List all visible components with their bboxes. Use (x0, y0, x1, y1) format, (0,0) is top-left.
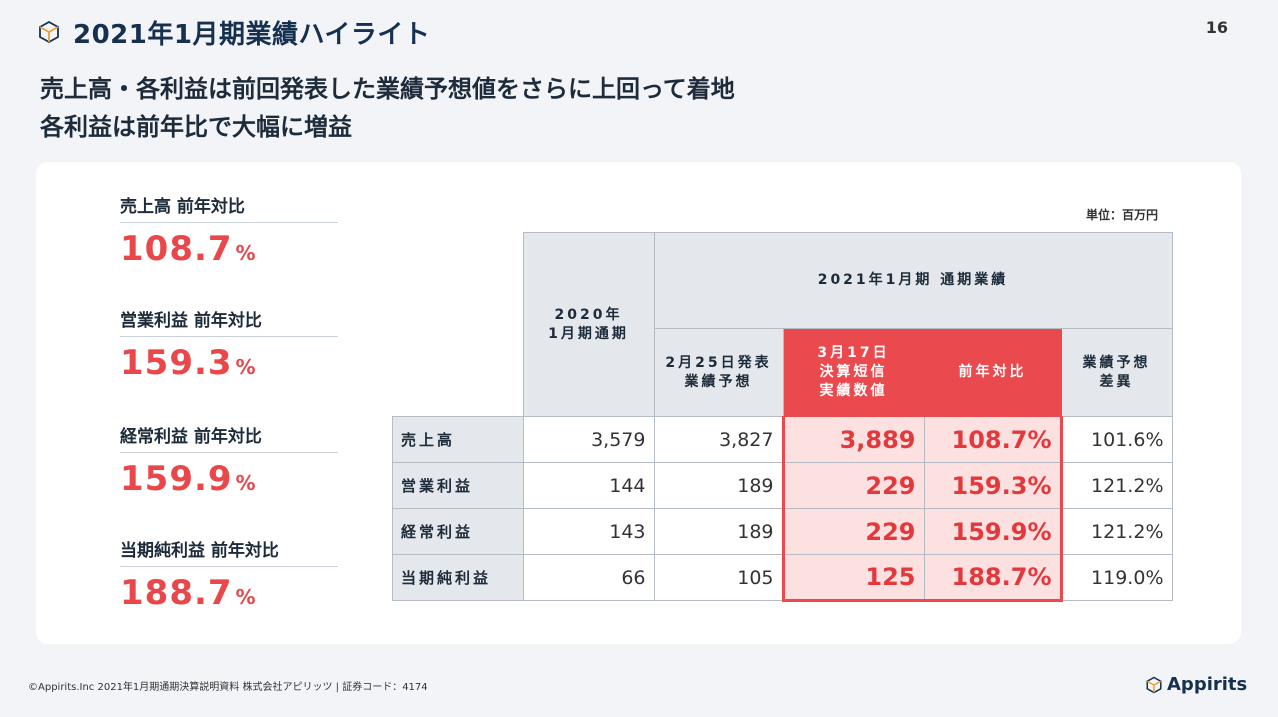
yoy-header: 前年対比 (923, 328, 1062, 417)
cell-diff: 121.2% (1060, 508, 1173, 555)
cell-yoy: 159.9% (923, 508, 1063, 555)
kpi-label: 経常利益 前年対比 (120, 422, 338, 453)
kpi-label: 売上高 前年対比 (120, 192, 338, 223)
cube-logo-icon (1146, 676, 1162, 693)
fy2021-group-header: 2021年1月期 通期業績 (653, 232, 1173, 329)
row-label: 営業利益 (392, 462, 524, 509)
cell-diff: 119.0% (1060, 554, 1173, 601)
forecast-header: 2月25日発表 業績予想 (653, 328, 784, 417)
row-label: 経常利益 (392, 508, 524, 555)
table-row: 営業利益 144 189 229 159.3% 121.2% (392, 462, 1173, 509)
actual-header: 3月17日 決算短信 実績数値 (782, 328, 925, 417)
cell-diff: 121.2% (1060, 462, 1173, 509)
kpi-label: 営業利益 前年対比 (120, 306, 338, 337)
cell-forecast: 3,827 (653, 416, 784, 463)
table-row: 売上高 3,579 3,827 3,889 108.7% 101.6% (392, 416, 1173, 463)
cell-actual: 125 (781, 554, 925, 602)
cell-forecast: 189 (653, 462, 784, 509)
cell-actual: 3,889 (781, 416, 925, 463)
kpi-net-profit: 当期純利益 前年対比 188.7% (120, 536, 338, 613)
cell-prev: 3,579 (522, 416, 655, 463)
kpi-label: 当期純利益 前年対比 (120, 536, 338, 567)
brand-logo: Appirits (1145, 674, 1247, 695)
lead-text: 売上高・各利益は前回発表した業績予想値をさらに上回って着地 各利益は前年比で大幅… (40, 70, 735, 146)
content-card: 売上高 前年対比 108.7% 営業利益 前年対比 159.3% 経常利益 前年… (36, 162, 1241, 644)
kpi-value: 188.7% (120, 573, 257, 613)
page-title: 2021年1月期業績ハイライト (73, 19, 431, 50)
cell-prev: 143 (522, 508, 655, 555)
cell-actual: 229 (781, 508, 925, 555)
prev-year-header: 2020年 1月期通期 (522, 232, 655, 417)
header: 2021年1月期業績ハイライト (37, 14, 430, 50)
cell-diff: 101.6% (1060, 416, 1173, 463)
cell-forecast: 105 (653, 554, 784, 601)
page-number: 16 (1205, 18, 1228, 37)
kpi-value: 159.9% (120, 459, 257, 499)
cell-forecast: 189 (653, 508, 784, 555)
footer-text: ©Appirits.Inc 2021年1月期通期決算説明資料 株式会社アピリッツ… (28, 682, 428, 693)
cube-icon (39, 20, 59, 44)
diff-header: 業績予想 差異 (1060, 328, 1173, 417)
table-row: 当期純利益 66 105 125 188.7% 119.0% (392, 554, 1173, 602)
row-label: 当期純利益 (392, 554, 524, 601)
cell-prev: 144 (522, 462, 655, 509)
kpi-value: 159.3% (120, 343, 257, 383)
brand-name: Appirits (1167, 674, 1248, 695)
kpi-value: 108.7% (120, 229, 257, 269)
results-table: 2020年 1月期通期 2021年1月期 通期業績 2月25日発表 業績予想 3月1… (392, 232, 1173, 602)
cell-yoy: 188.7% (923, 554, 1063, 602)
kpi-operating-profit: 営業利益 前年対比 159.3% (120, 306, 338, 383)
kpi-ordinary-profit: 経常利益 前年対比 159.9% (120, 422, 338, 499)
lead-line-1: 売上高・各利益は前回発表した業績予想値をさらに上回って着地 (40, 75, 735, 103)
table-row: 経常利益 143 189 229 159.9% 121.2% (392, 508, 1173, 555)
cell-yoy: 159.3% (923, 462, 1063, 509)
cell-prev: 66 (522, 554, 655, 601)
cell-actual: 229 (781, 462, 925, 509)
cell-yoy: 108.7% (923, 416, 1063, 463)
lead-line-2: 各利益は前年比で大幅に増益 (40, 113, 352, 141)
unit-label: 単位：百万円 (1086, 208, 1159, 222)
kpi-sales: 売上高 前年対比 108.7% (120, 192, 338, 269)
row-label: 売上高 (392, 416, 524, 463)
